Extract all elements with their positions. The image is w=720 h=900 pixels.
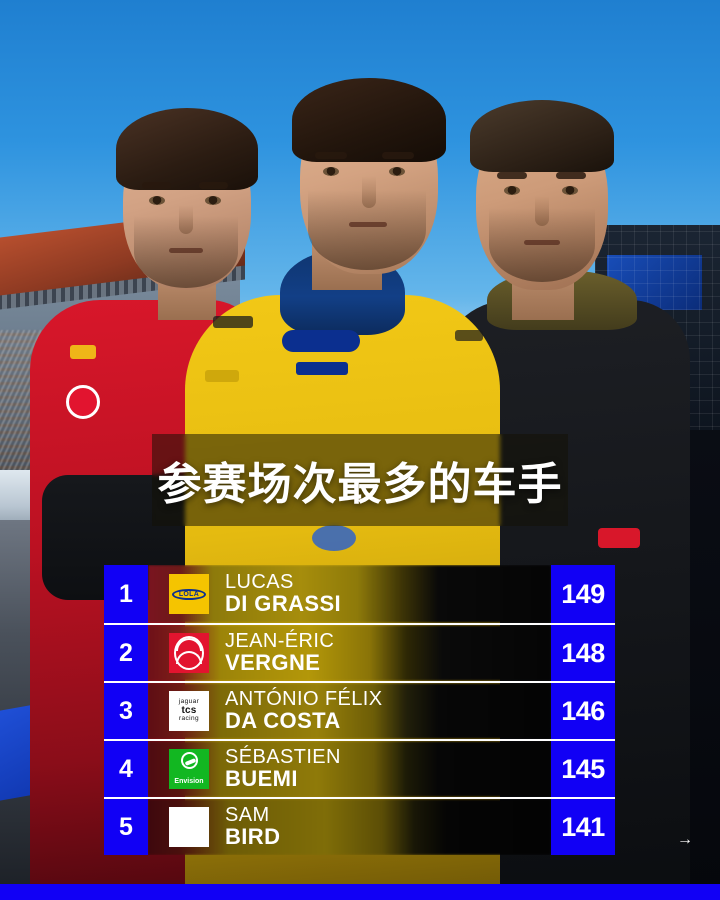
driver-first-name: SAM xyxy=(225,804,270,827)
driver-name: LUCAS DI GRASSI xyxy=(225,572,341,616)
next-arrow-icon[interactable]: → xyxy=(677,831,693,848)
suit-team-badge xyxy=(66,385,100,419)
driver-right-eye xyxy=(504,186,520,195)
row-content: JEAN-ÉRIC VERGNE xyxy=(148,625,551,681)
jaguar-line-2: tcs xyxy=(181,704,197,716)
driver-centre-eye xyxy=(323,167,339,176)
rank-cell: 2 xyxy=(104,625,148,681)
driver-left-eye xyxy=(205,196,221,205)
rank-cell: 5 xyxy=(104,799,148,855)
driver-right-hair xyxy=(470,100,614,172)
driver-first-name: JEAN-ÉRIC xyxy=(225,630,335,653)
driver-last-name: BIRD xyxy=(225,823,281,849)
blank-team-icon xyxy=(169,807,209,847)
driver-left-beard xyxy=(134,216,238,288)
table-row[interactable]: 4 Envision SÉBASTIEN BUEMI 145 xyxy=(104,739,615,797)
value-cell: 145 xyxy=(551,741,615,797)
driver-name: ANTÓNIO FÉLIX DA COSTA xyxy=(225,689,382,733)
driver-left-brow xyxy=(142,182,171,189)
driver-last-name: BUEMI xyxy=(225,765,298,791)
table-row[interactable]: 5 SAM BIRD 141 xyxy=(104,797,615,855)
rank-cell: 3 xyxy=(104,683,148,739)
lola-oval: LOLA xyxy=(172,588,206,600)
table-row[interactable]: 2 JEAN-ÉRIC VERGNE 148 xyxy=(104,623,615,681)
jaguar-line-1: jaguar xyxy=(178,697,200,705)
suit-sponsor-patch xyxy=(70,345,96,359)
row-background xyxy=(148,741,551,797)
lola-wordmark: LOLA xyxy=(178,590,200,598)
row-background xyxy=(148,625,551,681)
jaguar-tcs-racing-icon: jaguar tcs racing xyxy=(169,691,209,731)
value-cell: 146 xyxy=(551,683,615,739)
driver-centre-hair xyxy=(292,78,446,162)
suit-sponsor-patch xyxy=(205,370,239,382)
page-title: 参赛场次最多的车手 xyxy=(157,460,563,509)
driver-first-name: LUCAS xyxy=(225,571,294,594)
row-content: Envision SÉBASTIEN BUEMI xyxy=(148,741,551,797)
driver-right-eye xyxy=(562,186,578,195)
suit-sponsor-patch xyxy=(312,525,356,551)
rank-cell: 4 xyxy=(104,741,148,797)
jaguar-line-3: racing xyxy=(178,715,200,723)
row-content: jaguar tcs racing ANTÓNIO FÉLIX DA COSTA xyxy=(148,683,551,739)
driver-right-beard xyxy=(489,208,595,282)
driver-right-brow xyxy=(556,172,586,179)
envision-wordmark: Envision xyxy=(174,751,204,787)
value-cell: 141 xyxy=(551,799,615,855)
row-background xyxy=(148,799,551,855)
driver-name: SÉBASTIEN BUEMI xyxy=(225,747,341,791)
bottom-accent-bar xyxy=(0,884,720,900)
rank-cell: 1 xyxy=(104,565,148,623)
driver-left-brow xyxy=(199,182,228,189)
envision-label: Envision xyxy=(174,777,204,785)
envision-mark xyxy=(180,751,198,769)
lola-logo-icon: LOLA xyxy=(169,574,209,614)
ds-chevron-icon xyxy=(169,633,209,673)
suit-sponsor-patch xyxy=(296,362,348,375)
driver-centre-beard xyxy=(308,190,426,270)
ds-chevrons xyxy=(174,636,204,670)
leaderboard: 1 LOLA LUCAS DI GRASSI 149 2 xyxy=(104,565,615,855)
suit-sponsor-patch xyxy=(455,330,483,341)
suit-sponsor-patch xyxy=(213,316,253,328)
driver-last-name: DI GRASSI xyxy=(225,590,342,616)
driver-first-name: ANTÓNIO FÉLIX xyxy=(225,688,383,711)
row-content: LOLA LUCAS DI GRASSI xyxy=(148,565,551,623)
row-background xyxy=(148,683,551,739)
row-content: SAM BIRD xyxy=(148,799,551,855)
ds-ring xyxy=(174,636,204,670)
suit-sponsor-lola xyxy=(282,330,360,352)
suit-sponsor-dow xyxy=(598,528,640,548)
table-row[interactable]: 1 LOLA LUCAS DI GRASSI 149 xyxy=(104,565,615,623)
envision-logo-icon: Envision xyxy=(169,749,209,789)
title-banner: 参赛场次最多的车手 xyxy=(152,434,568,526)
driver-left-hair xyxy=(116,108,258,190)
driver-last-name: DA COSTA xyxy=(225,707,341,733)
driver-name: JEAN-ÉRIC VERGNE xyxy=(225,631,334,675)
value-cell: 148 xyxy=(551,625,615,681)
jaguar-wordmark: jaguar tcs racing xyxy=(178,697,200,723)
row-background xyxy=(148,565,551,623)
driver-centre-eye xyxy=(389,167,405,176)
driver-first-name: SÉBASTIEN xyxy=(225,746,341,769)
driver-right-brow xyxy=(497,172,527,179)
driver-centre-brow xyxy=(382,152,414,159)
driver-name: SAM BIRD xyxy=(225,805,280,849)
value-cell: 149 xyxy=(551,565,615,623)
driver-last-name: VERGNE xyxy=(225,649,321,675)
driver-left-eye xyxy=(149,196,165,205)
table-row[interactable]: 3 jaguar tcs racing ANTÓNIO FÉLIX DA COS… xyxy=(104,681,615,739)
driver-centre-brow xyxy=(315,152,347,159)
